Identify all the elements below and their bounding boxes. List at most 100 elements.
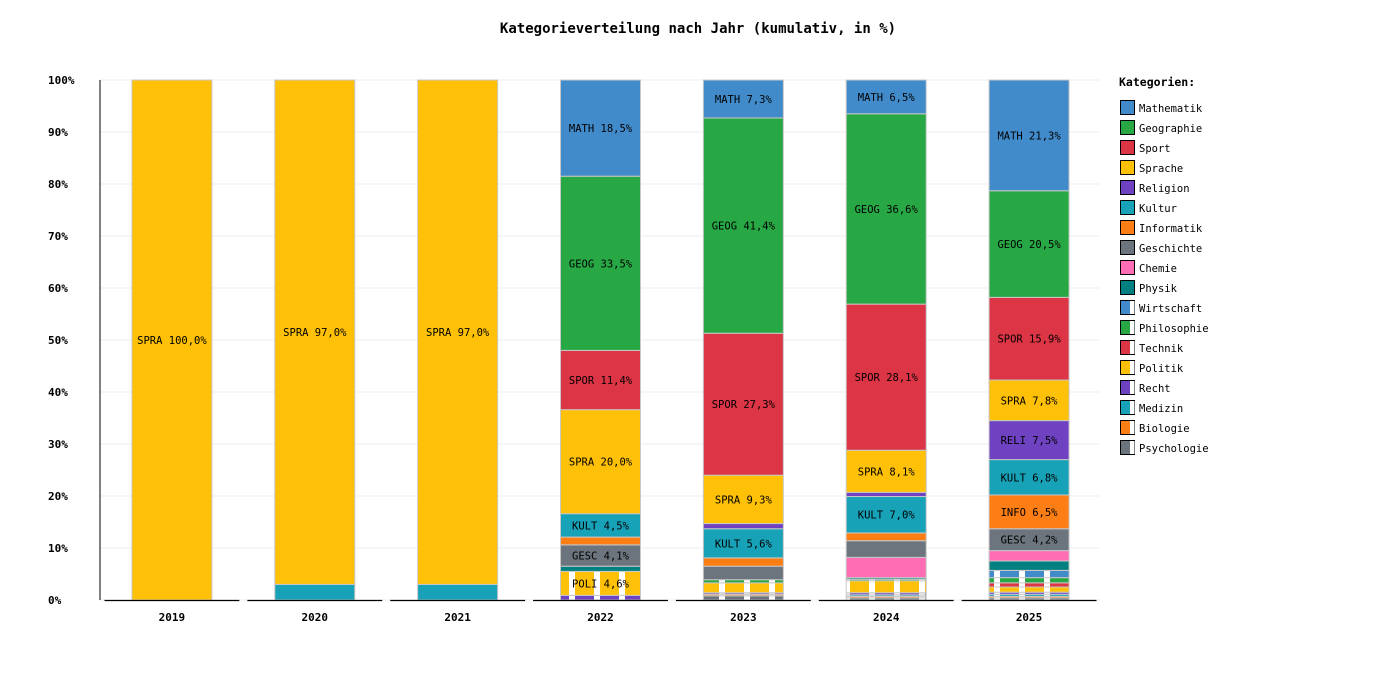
bar-segment-politik [845,580,927,594]
bar-segment-kultur [274,583,356,601]
bar-segment-informatik [560,536,641,546]
legend-label: Religion [1139,183,1190,195]
bar-segment-politik [702,582,784,594]
legend-item-physik: Physik [1120,280,1178,295]
legend-swatch-hatch [1130,341,1135,354]
bar-segment-sprache [131,79,213,601]
bar-segment-sprache [702,474,784,525]
legend-label: Biologie [1139,423,1190,435]
legend-label: Physik [1139,283,1178,295]
legend-label: Sport [1139,143,1171,155]
bar-segment-informatik [702,557,784,567]
bar-segment-physik [560,565,641,572]
legend-item-mathematik: Mathematik [1120,100,1203,115]
bar-segment-wirtschaft [988,569,1070,579]
bar-segment-geographie [702,117,784,334]
legend-label: Wirtschaft [1139,303,1202,315]
segment-label: GESC 4,2% [1001,535,1059,547]
segment-label: KULT 7,0% [858,510,916,522]
bar-segment-sport [560,349,641,411]
legend-item-wirtschaft: Wirtschaft [1120,300,1202,315]
legend-item-psychologie: Psychologie [1120,440,1209,455]
bar-2025: GESC 4,2% INFO 6,5% KULT 6,8% RELI 7,5% SPRA… [988,79,1070,601]
bar-segment-technik [988,582,1070,588]
bar-segment-kultur [845,496,927,534]
y-tick-label: 70% [48,230,68,243]
y-tick-label: 30% [48,438,68,451]
segment-label: SPRA 97,0% [283,327,347,339]
x-tick-label: 2021 [444,611,471,624]
bar-segment-philosophie [988,577,1070,584]
legend-swatch-hatch [1130,361,1135,374]
legend-swatch [1120,260,1135,275]
bar-segment-kultur [988,459,1070,496]
bar-segment-chemie [845,556,927,579]
bar-segment-geschichte [845,540,927,558]
bar-segment-sprache [988,379,1070,422]
bar-segment-geschichte [702,565,784,581]
x-tick-label: 2025 [1016,611,1043,624]
bar-segment-geographie [845,113,927,305]
bar-segment-sprache [560,409,641,515]
bar-segment-religion [988,420,1070,461]
legend-item-politik: Politik [1120,360,1184,375]
legend-swatch [1120,180,1135,195]
y-tick-label: 0% [48,594,62,607]
bar-segment-geographie [560,175,641,351]
legend-label: Philosophie [1139,323,1209,335]
legend-item-geographie: Geographie [1120,120,1202,135]
y-tick-label: 10% [48,542,68,555]
segment-label: GEOG 36,6% [855,204,919,216]
segment-label: MATH 7,3% [715,94,773,106]
legend-label: Medizin [1139,403,1183,415]
legend-item-chemie: Chemie [1120,260,1177,275]
bar-segment-sport [845,303,927,451]
segment-label: RELI 7,5% [1001,435,1059,447]
bar-segment-mathematik [560,79,641,177]
y-tick-label: 80% [48,178,68,191]
bar-segment-mathematik [988,79,1070,192]
legend-item-biologie: Biologie [1120,420,1190,435]
segment-label: GESC 4,1% [572,551,630,563]
legend-item-sport: Sport [1120,140,1171,155]
x-tick-label: 2022 [587,611,614,624]
legend-swatch [1120,240,1135,255]
legend-swatch-hatch [1130,301,1135,314]
x-tick-label: 2024 [873,611,900,624]
segment-label: KULT 5,6% [715,538,773,550]
bar-segment-physik [988,560,1070,571]
legend-swatch [1120,200,1135,215]
segment-label: GEOG 20,5% [997,239,1061,251]
x-tick-label: 2019 [159,611,186,624]
legend-label: Politik [1139,363,1184,375]
segment-label: GEOG 33,5% [569,258,633,270]
bar-2023: KULT 5,6% SPRA 9,3% SPOR 27,3% GEOG 41,4% MA… [702,79,784,601]
legend-swatch-hatch [1130,381,1135,394]
legend-label: Psychologie [1139,443,1209,455]
y-tick-label: 100% [48,74,75,87]
bar-segment-kultur [417,583,499,601]
y-tick-label: 40% [48,386,68,399]
x-tick-label: 2020 [302,611,329,624]
segment-label: SPRA 7,8% [1001,395,1059,407]
bar-2024: KULT 7,0% SPRA 8,1% SPOR 28,1% GEOG 36,6% MA… [845,79,927,601]
legend-label: Recht [1139,383,1171,395]
segment-label: INFO 6,5% [1001,507,1059,519]
bar-segment-sprache [417,79,499,585]
y-tick-label: 20% [48,490,68,503]
legend-swatch [1120,100,1135,115]
y-tick-label: 50% [48,334,68,347]
legend-label: Chemie [1139,263,1177,275]
y-tick-label: 90% [48,126,68,139]
segment-label: POLI 4,6% [572,578,630,590]
legend-label: Kultur [1139,203,1177,215]
legend-title: Kategorien: [1119,75,1195,89]
legend-swatch-hatch [1130,421,1135,434]
bar-segment-recht [560,594,641,601]
legend-swatch [1120,220,1135,235]
segment-label: KULT 4,5% [572,520,630,532]
legend-swatch-hatch [1130,441,1135,454]
legend-label: Geographie [1139,123,1202,135]
bar-2019: SPRA 100,0% [131,79,213,601]
